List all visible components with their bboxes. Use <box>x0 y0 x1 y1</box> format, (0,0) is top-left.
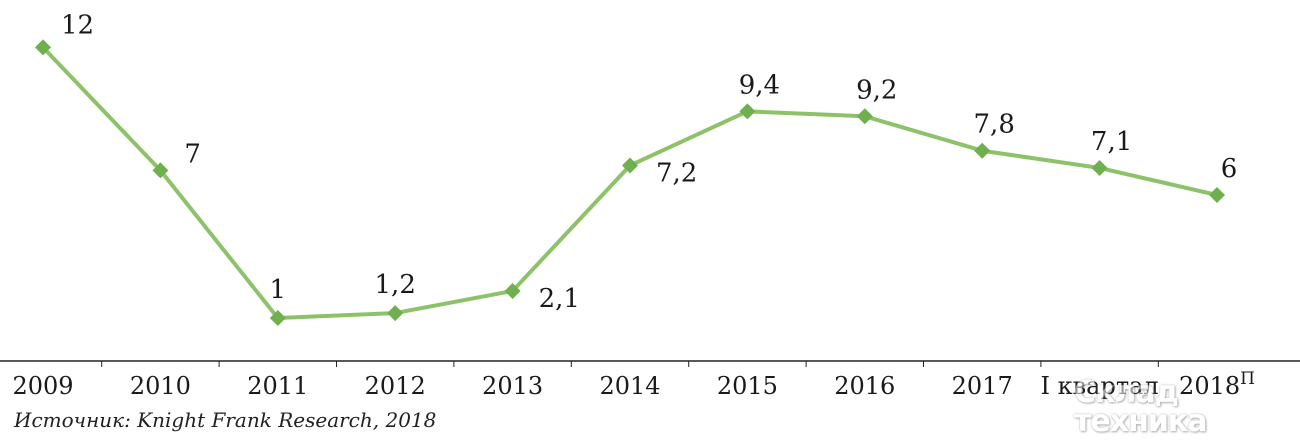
data-label: 7,8 <box>974 110 1015 140</box>
data-point <box>152 162 169 179</box>
x-tick-label-text: 2016 <box>834 372 895 400</box>
data-point <box>504 282 521 299</box>
data-label: 2,1 <box>539 284 580 314</box>
x-tick-label: 2018П <box>1179 369 1255 400</box>
data-label: 7,2 <box>656 158 697 188</box>
data-label: 9,4 <box>739 70 780 100</box>
data-point <box>1209 187 1225 203</box>
data-label: 7 <box>184 139 201 169</box>
x-tick-label: I квартал 2018 <box>1041 372 1159 405</box>
data-label: 1,2 <box>375 270 416 300</box>
data-label: 9,2 <box>856 75 897 105</box>
x-tick-label-line: I квартал <box>1041 372 1159 400</box>
x-tick-label-text: 2012 <box>365 372 426 400</box>
x-tick-label: 2015 <box>717 372 778 400</box>
data-point <box>269 310 286 326</box>
x-tick-label-text: 2009 <box>12 372 73 400</box>
x-tick-label: 2013 <box>482 372 543 400</box>
x-tick-labels: 2009 2010 2011 2012 2013 2014 2015 2016 2017 I кв… <box>12 369 1254 405</box>
x-tick-label: 2010 <box>130 372 191 400</box>
x-tick-label-text: 2010 <box>130 372 191 400</box>
data-label: 7,1 <box>1091 127 1132 157</box>
source-note: Источник: Knight Frank Research, 2018 <box>14 408 437 432</box>
data-label: 1 <box>270 275 287 305</box>
data-point <box>622 157 638 174</box>
data-point <box>1091 159 1108 176</box>
series-line <box>41 46 1218 320</box>
data-label: 6 <box>1221 154 1238 184</box>
x-tick-label-text: 2013 <box>482 372 543 400</box>
x-tick-label: 2016 <box>834 372 895 400</box>
x-tick-label-line: 2018 <box>1069 402 1130 405</box>
data-point <box>974 142 991 159</box>
x-tick-label: 2009 <box>12 372 73 400</box>
x-tick-label: 2011 <box>247 372 308 400</box>
x-tick-label-text: 2018 <box>1179 372 1240 400</box>
x-tick-label: 2017 <box>952 372 1013 400</box>
watermark-line-2: техника <box>1074 404 1207 439</box>
x-tick-label-text: 2011 <box>247 372 308 400</box>
data-point <box>35 39 51 56</box>
x-tick-label: 2014 <box>599 372 660 400</box>
data-labels: 12 7 1 1,2 2,1 7,2 9,4 9,2 7,8 7,1 6 <box>61 10 1237 314</box>
data-points <box>35 39 1225 326</box>
data-point <box>739 103 756 120</box>
data-point <box>856 108 873 125</box>
x-tick-label-text: 2015 <box>717 372 778 400</box>
x-tick-label-text: 2014 <box>599 372 660 400</box>
data-point <box>387 305 404 322</box>
data-label: 12 <box>61 10 94 40</box>
series-polyline <box>41 46 1218 320</box>
x-tick-label: 2012 <box>365 372 426 400</box>
x-tick-label-suffix: П <box>1240 369 1255 389</box>
x-tick-label-text: 2017 <box>952 372 1013 400</box>
x-axis-ticks <box>101 361 1159 367</box>
